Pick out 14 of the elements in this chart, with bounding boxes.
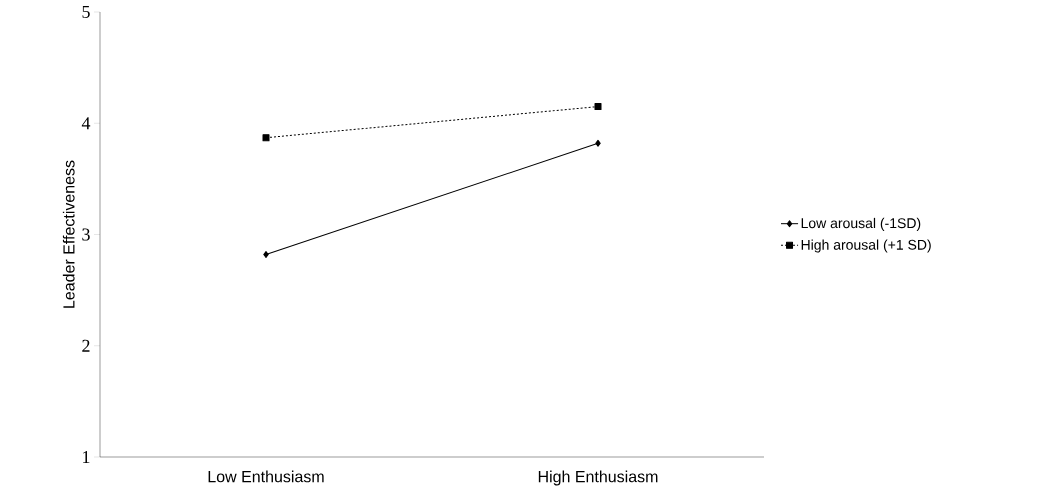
point <box>263 251 269 259</box>
point <box>595 139 601 147</box>
x-tick-label: Low Enthusiasm <box>208 470 324 483</box>
point <box>262 134 270 142</box>
x-tick-label: High Enthusiasm <box>538 470 658 486</box>
y-tick-label: 1 <box>83 451 90 463</box>
y-tick-label: 4 <box>81 117 91 130</box>
y-tick-label: 3 <box>82 228 90 241</box>
legend-label: Low arousal (-1SD) <box>801 217 921 231</box>
point <box>594 103 602 111</box>
y-tick-label: 5 <box>82 6 90 18</box>
legend-label: High arousal (+1 SD) <box>801 239 931 253</box>
y-axis-title: Leader Effectiveness <box>62 160 75 308</box>
y-tick-label: 2 <box>82 339 90 352</box>
